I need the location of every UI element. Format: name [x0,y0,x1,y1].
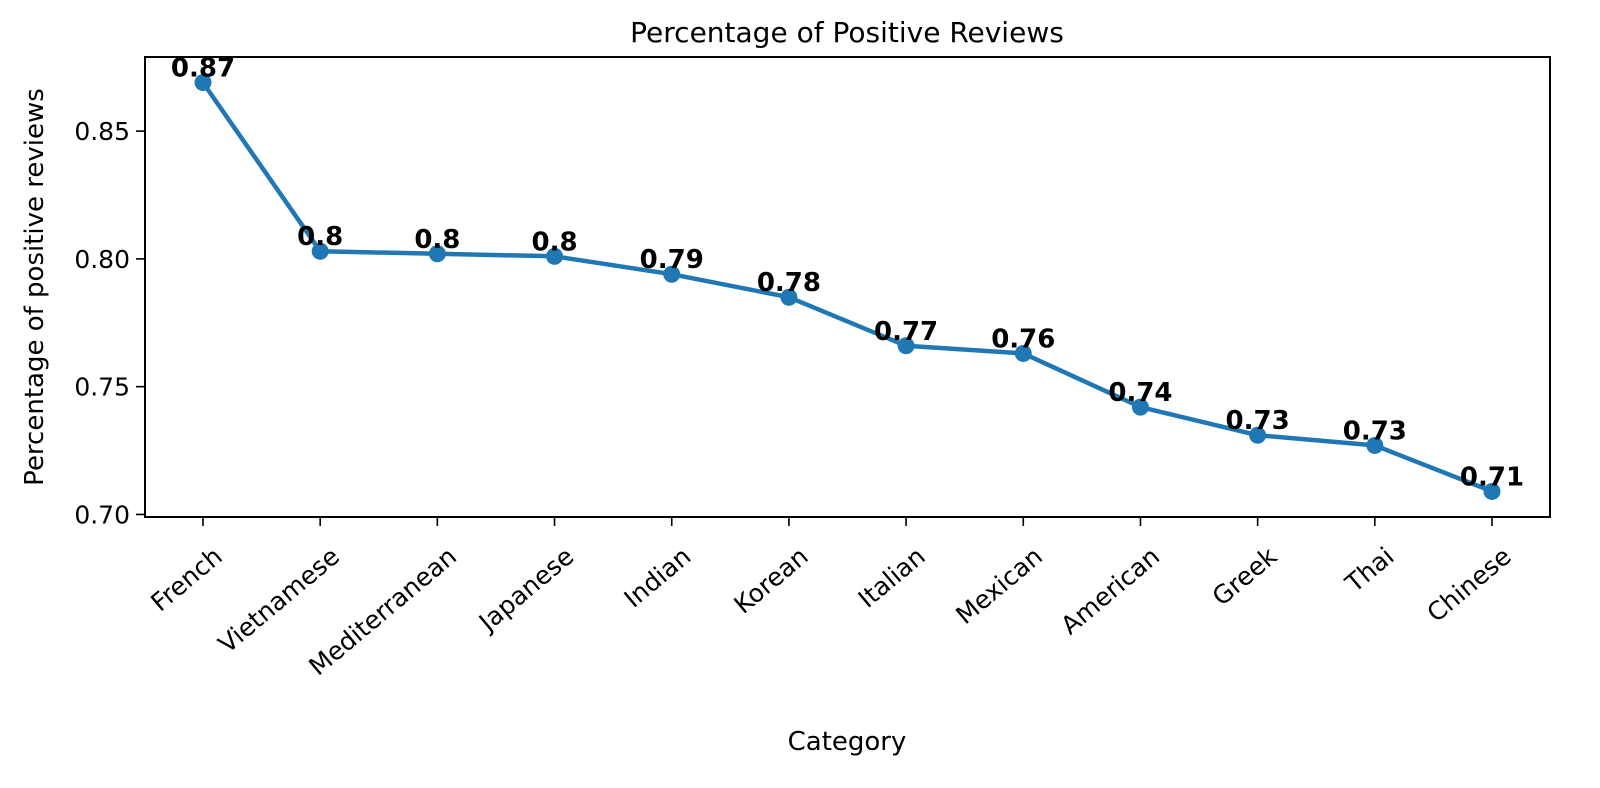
data-point [1131,398,1149,416]
data-label: 0.71 [1460,462,1524,492]
data-label: 0.77 [874,317,938,347]
data-label: 0.87 [171,54,235,84]
data-point [194,74,212,92]
data-point [1014,344,1032,362]
data-label: 0.78 [757,268,821,298]
y-axis-label: Percentage of positive reviews [20,88,50,486]
data-label: 0.73 [1343,416,1407,446]
data-point [428,245,446,263]
data-point [311,242,329,260]
data-label: 0.8 [414,225,460,255]
data-label: 0.73 [1226,406,1290,436]
data-label: 0.8 [297,222,343,252]
data-label-layer: 0.87 0.8 0.8 0.8 0.79 0.78 0.77 0.76 0.74 0.73 0.7… [171,54,1524,493]
data-label: 0.79 [640,245,704,275]
data-label: 0.76 [991,324,1055,354]
series-line [200,80,1495,494]
y-ticks: 0.70 0.75 0.80 0.85 [74,117,145,529]
x-tick-label: Korean [729,541,814,619]
x-tick-label: Indian [619,541,697,613]
y-axis-label-group: Percentage of positive reviews [20,88,50,486]
x-tick-label: Chinese [1422,541,1517,627]
data-label: 0.8 [532,227,578,257]
x-tick-label: Mexican [950,541,1048,630]
x-tick-label: Thai [1339,541,1399,598]
x-tick-label: French [145,541,227,617]
y-tick-label: 0.75 [74,373,130,402]
y-tick-label: 0.80 [74,245,130,274]
series-layer [194,74,1501,500]
x-tick-label: American [1055,541,1165,640]
data-point [663,265,681,283]
data-label: 0.74 [1108,378,1172,408]
plot-frame [144,56,1551,518]
data-point [546,247,564,265]
x-tick-label: Italian [853,541,931,613]
data-point [897,337,915,355]
chart-title: Percentage of Positive Reviews [630,16,1064,49]
x-tick-label: Japanese [472,541,579,637]
x-tick-label: Greek [1207,541,1283,611]
data-point [1483,482,1501,500]
data-point [1249,426,1267,444]
data-point [780,288,798,306]
x-axis-label: Category [788,727,907,757]
y-tick-label: 0.70 [74,500,130,529]
data-point [1366,436,1384,454]
y-tick-label: 0.85 [74,117,130,146]
